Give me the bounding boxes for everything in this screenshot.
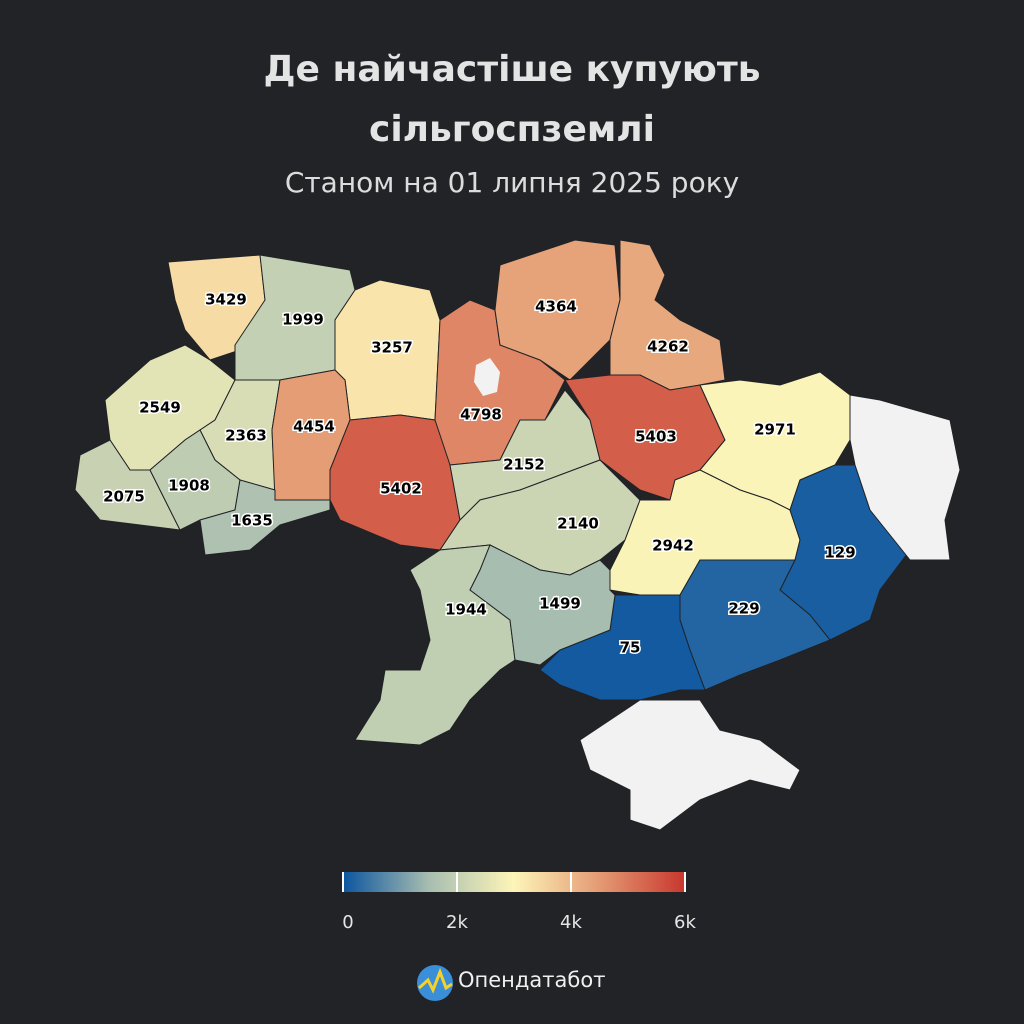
region (609, 239, 726, 391)
value-label: 5402 (380, 480, 422, 498)
value-label: 5403 (635, 428, 677, 446)
colorbar-tick-label: 6k (674, 912, 696, 933)
no-data-region (849, 394, 961, 561)
colorbar-tick-label: 4k (560, 912, 582, 933)
no-data-region (579, 699, 801, 831)
value-label: 2140 (557, 515, 599, 533)
value-label: 1944 (445, 601, 487, 619)
chart-subtitle: Станом на 01 липня 2025 року (284, 166, 740, 199)
value-label: 1635 (231, 512, 273, 530)
value-label: 1999 (282, 311, 324, 329)
brand: Опендатабот (458, 968, 606, 992)
chart-title: Де найчастіше купують сільгоспземлі (263, 49, 761, 150)
colorbar (343, 872, 685, 892)
value-label: 3257 (371, 339, 413, 357)
value-label: 2549 (139, 399, 181, 417)
region (199, 479, 331, 556)
value-label: 2363 (225, 427, 267, 445)
value-label: 4798 (460, 406, 502, 424)
colorbar-tick-label: 2k (446, 912, 468, 933)
value-label: 3429 (205, 291, 247, 309)
value-label: 1499 (539, 595, 581, 613)
value-label: 2152 (503, 456, 545, 474)
region (539, 594, 706, 701)
value-label: 1908 (168, 477, 210, 495)
brand-logo-line (418, 967, 453, 994)
colorbar-tick-label: 0 (342, 912, 353, 933)
capital-region (474, 358, 500, 396)
region (469, 544, 616, 666)
value-label: 2942 (652, 537, 694, 555)
value-label: 75 (620, 639, 641, 657)
value-label: 129 (824, 544, 855, 562)
value-label: 4364 (535, 298, 577, 316)
value-label: 4262 (647, 338, 689, 356)
value-label: 4454 (293, 418, 335, 436)
value-label: 2971 (754, 421, 796, 439)
value-label: 2075 (103, 488, 145, 506)
value-label: 229 (728, 600, 759, 618)
